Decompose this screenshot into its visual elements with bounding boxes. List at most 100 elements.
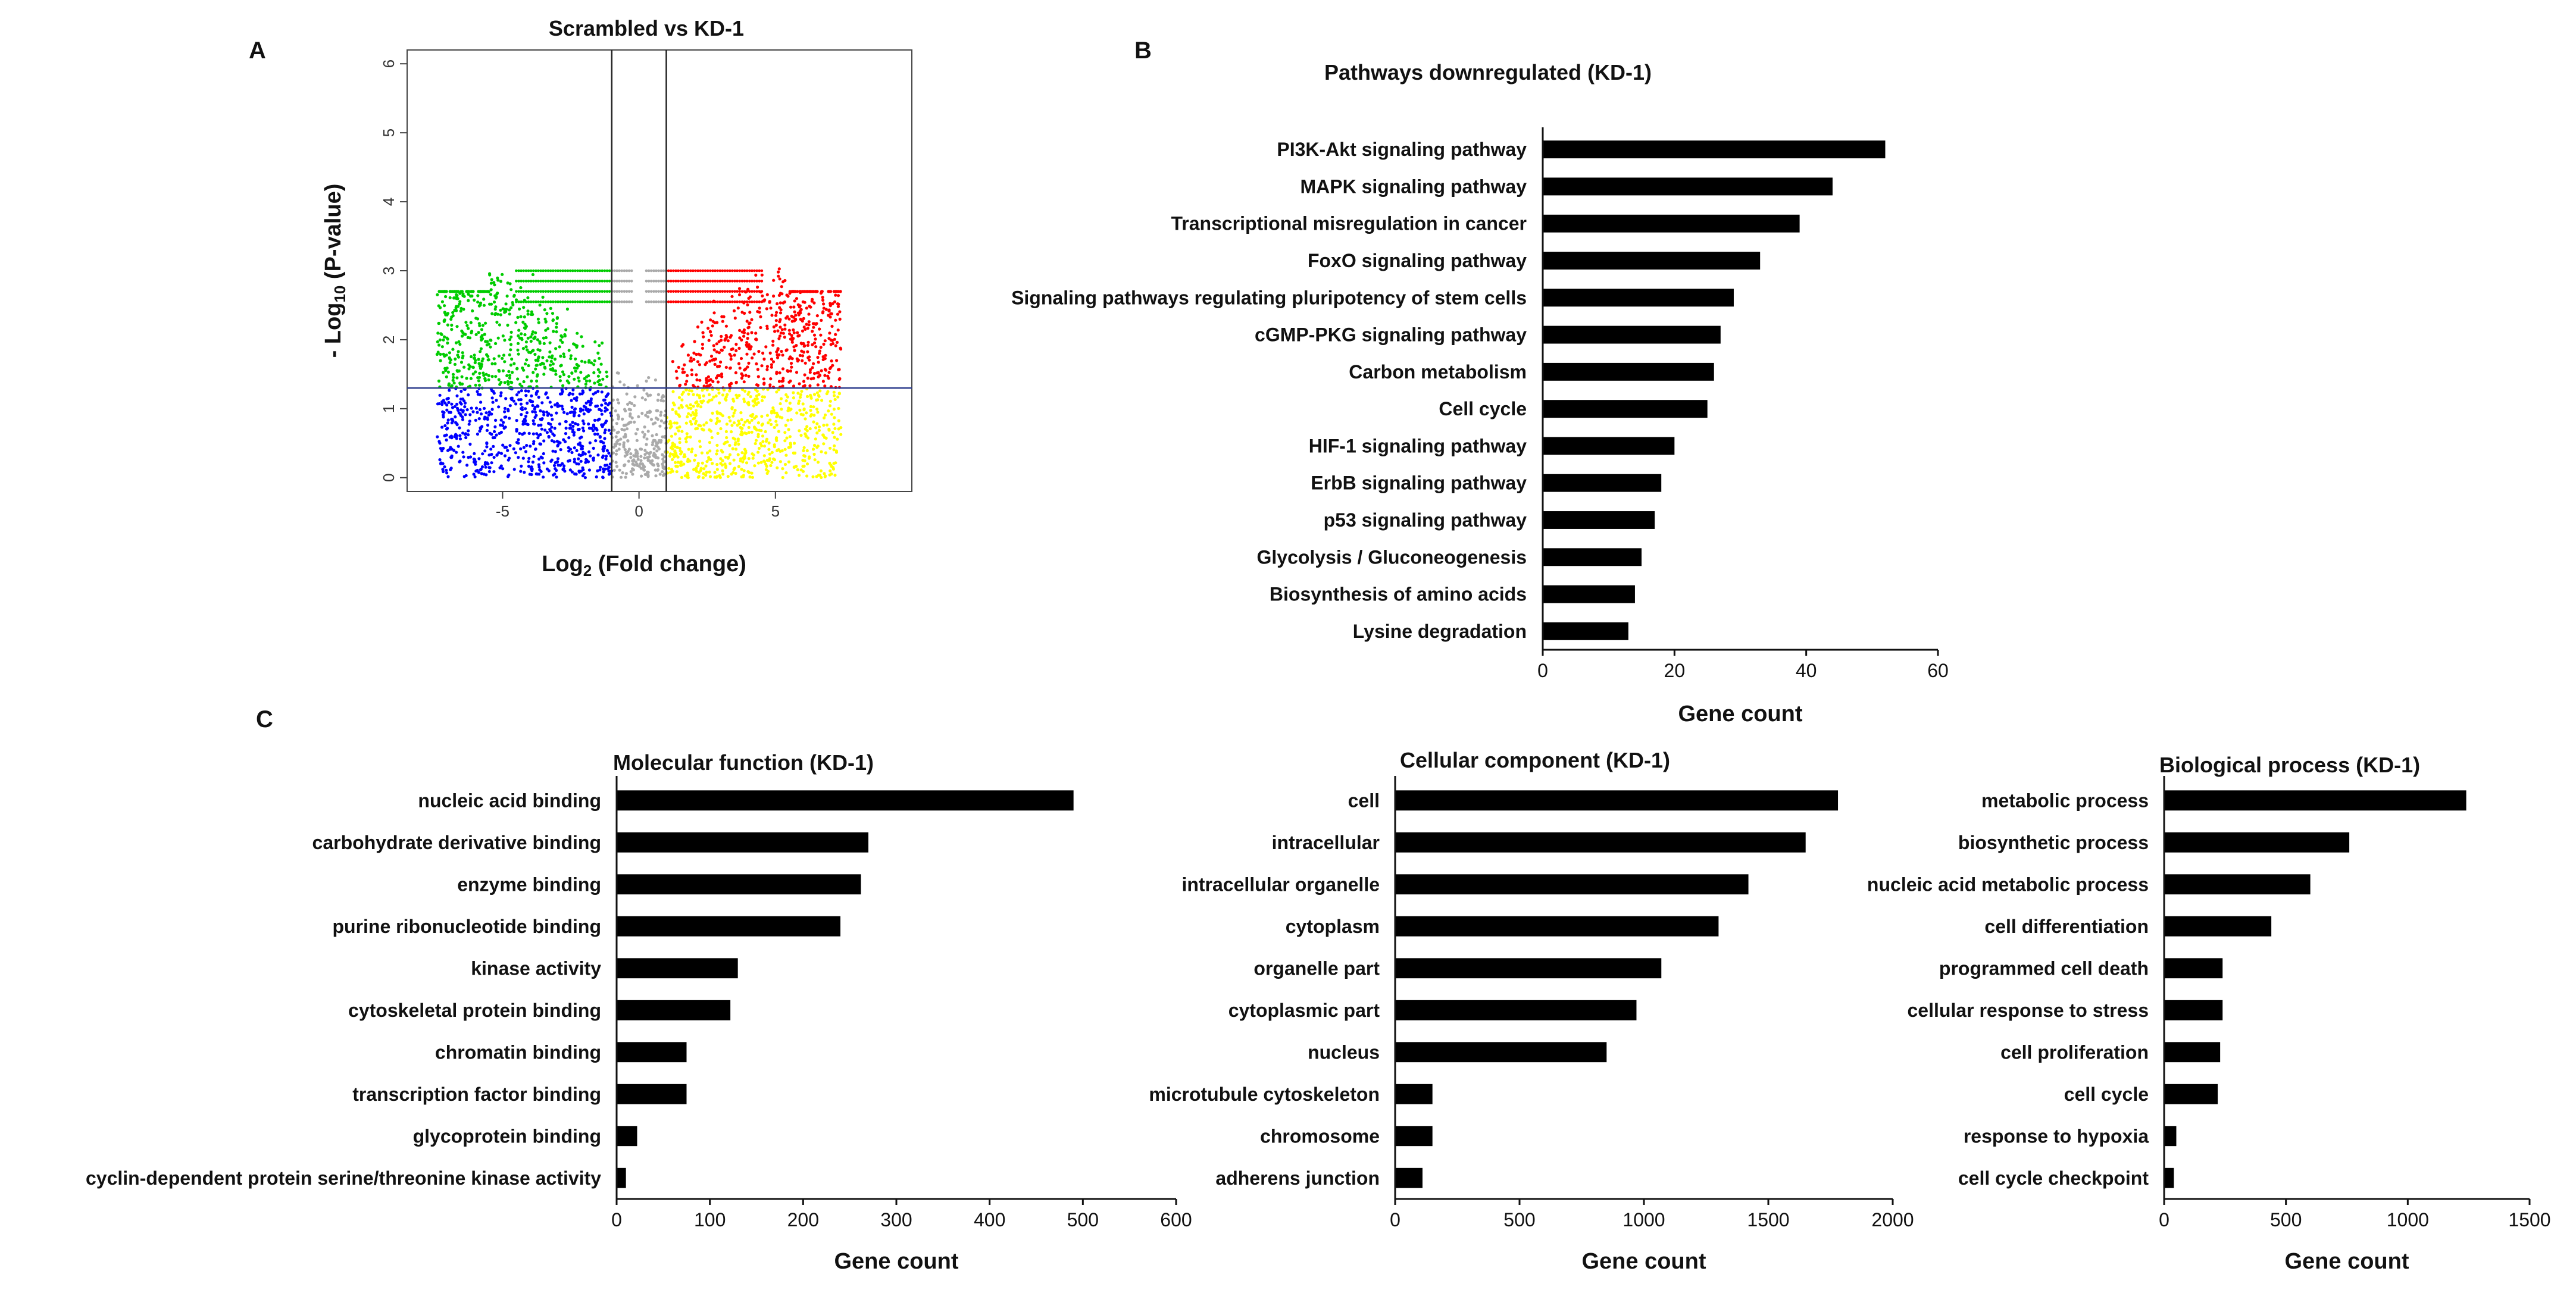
volcano-point [704, 363, 707, 367]
volcano-point [470, 294, 474, 298]
volcano-point [711, 358, 714, 362]
volcano-point [692, 351, 696, 355]
volcano-point [769, 377, 773, 381]
volcano-point [470, 330, 474, 333]
volcano-point [537, 424, 540, 427]
volcano-point [624, 472, 628, 475]
volcano-point [588, 379, 592, 383]
volcano-point [643, 433, 646, 437]
volcano-point [520, 407, 523, 411]
volcano-point [621, 417, 624, 421]
volcano-point [544, 269, 548, 273]
volcano-point [654, 417, 658, 420]
bar [2164, 1167, 2174, 1188]
volcano-point [461, 418, 465, 421]
volcano-point [447, 382, 451, 386]
volcano-point [824, 368, 828, 372]
volcano-point [659, 411, 663, 414]
volcano-point [493, 312, 497, 317]
volcano-point [598, 344, 601, 347]
x-tick-label: 0 [1537, 660, 1548, 681]
volcano-point [624, 423, 628, 427]
volcano-point [811, 475, 815, 478]
bar [617, 958, 738, 979]
volcano-point [476, 393, 480, 396]
volcano-point [535, 364, 539, 367]
bar [1543, 548, 1642, 566]
volcano-point [698, 396, 702, 400]
volcano-point [635, 450, 639, 453]
volcano-point [750, 331, 754, 334]
volcano-point [571, 421, 574, 424]
volcano-point [755, 389, 759, 393]
volcano-point [754, 273, 758, 277]
volcano-point [747, 431, 751, 434]
volcano-point [476, 317, 480, 321]
volcano-point [605, 280, 609, 283]
volcano-point [745, 432, 748, 436]
volcano-point [811, 366, 814, 370]
volcano-point [681, 367, 684, 371]
volcano-point [529, 269, 533, 273]
volcano-point [783, 431, 787, 434]
volcano-point [509, 363, 513, 367]
volcano-point [702, 472, 705, 475]
volcano-point [824, 436, 828, 440]
volcano-point [765, 293, 769, 296]
volcano-point [753, 300, 756, 303]
volcano-point [613, 300, 616, 303]
volcano-point [588, 269, 592, 273]
volcano-point [579, 300, 582, 303]
volcano-point [473, 361, 477, 365]
volcano-point [680, 475, 683, 480]
volcano-point [581, 426, 584, 430]
volcano-point [482, 406, 486, 411]
volcano-point [623, 454, 627, 458]
volcano-point [656, 399, 659, 402]
volcano-point [768, 351, 772, 355]
volcano-point [674, 410, 678, 414]
volcano-point [787, 328, 791, 332]
volcano-point [784, 471, 788, 475]
volcano-point [518, 336, 521, 340]
volcano-point [814, 437, 817, 441]
volcano-point [748, 475, 752, 479]
volcano-point [438, 442, 442, 445]
volcano-point [549, 368, 552, 371]
volcano-point [733, 317, 737, 320]
category-label: enzyme binding [457, 873, 601, 895]
volcano-point [750, 430, 754, 434]
volcano-point [809, 413, 814, 417]
volcano-point [555, 322, 558, 325]
volcano-point [657, 300, 660, 303]
volcano-point [549, 280, 552, 283]
volcano-point [689, 414, 693, 417]
volcano-point [551, 280, 555, 283]
volcano-point [774, 419, 778, 423]
volcano-point [588, 300, 592, 303]
volcano-point [583, 269, 587, 273]
volcano-point [488, 466, 492, 469]
category-label: nucleic acid binding [418, 790, 601, 811]
volcano-point [762, 377, 765, 381]
volcano-point [525, 358, 529, 362]
volcano-point [545, 359, 549, 362]
volcano-point [503, 410, 507, 414]
volcano-point [479, 290, 482, 293]
volcano-point [736, 300, 739, 303]
volcano-point [631, 462, 634, 466]
volcano-point [493, 308, 497, 311]
volcano-point [494, 375, 498, 378]
bar [1543, 362, 1714, 381]
volcano-point [721, 450, 724, 454]
volcano-point [786, 418, 790, 422]
volcano-point [573, 411, 577, 415]
volcano-point [456, 406, 459, 410]
volcano-point [747, 390, 751, 394]
volcano-point [780, 416, 784, 419]
volcano-point [449, 468, 452, 472]
bar [1543, 140, 1886, 159]
volcano-point [672, 280, 675, 283]
volcano-point [548, 355, 551, 359]
volcano-point [566, 300, 570, 303]
